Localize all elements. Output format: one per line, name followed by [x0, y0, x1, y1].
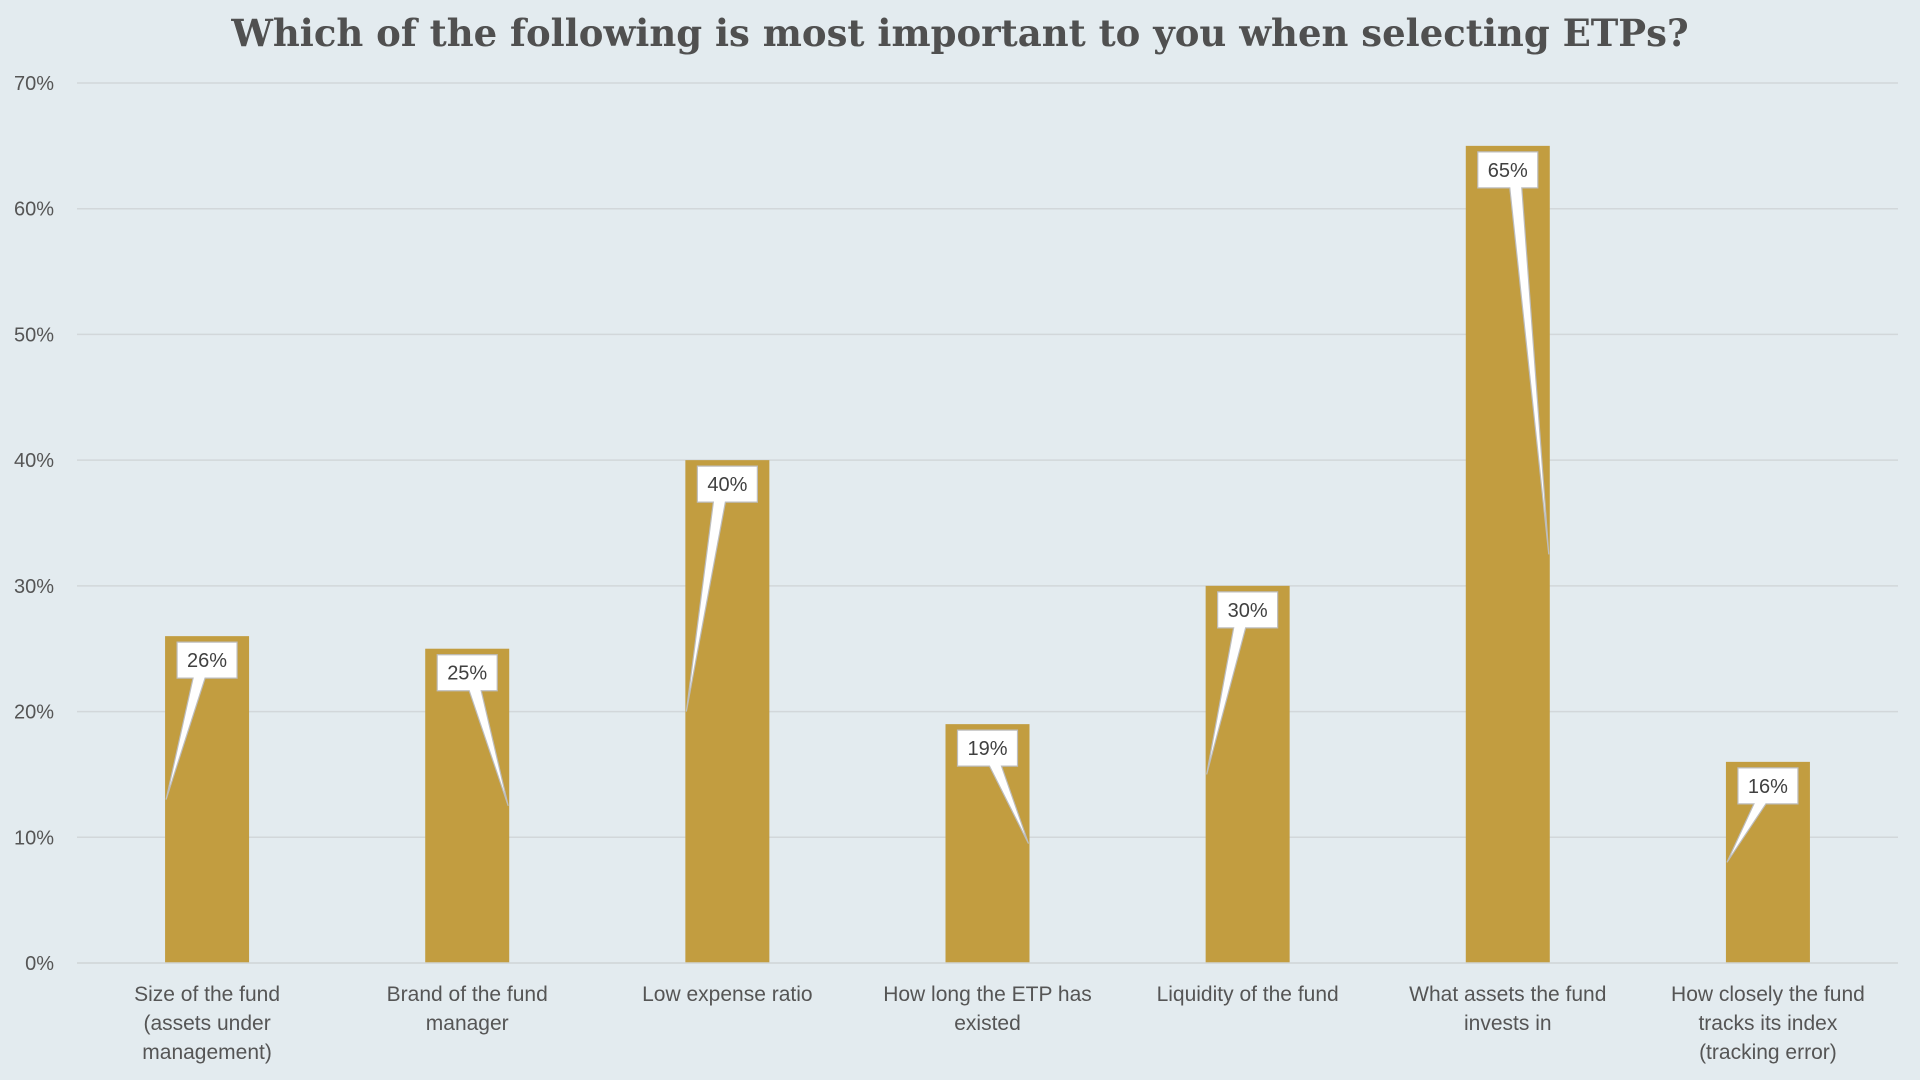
bar	[165, 636, 250, 963]
x-category-label: How long the ETP has existed	[883, 983, 1092, 1035]
y-tick-label: 10%	[14, 827, 54, 849]
x-category-label: What assets the fund invests in	[1409, 983, 1606, 1035]
data-label-callout	[165, 641, 238, 800]
data-label: 19%	[967, 738, 1007, 760]
y-tick-label: 50%	[14, 324, 54, 346]
data-label-callout	[436, 654, 509, 807]
data-label: 65%	[1488, 160, 1528, 182]
x-category-label: Low expense ratio	[642, 983, 812, 1006]
chart-title: Which of the following is most important…	[230, 11, 1688, 55]
data-label-callout	[956, 729, 1030, 844]
bar	[425, 648, 510, 963]
x-category-label: Brand of the fund manager	[387, 983, 548, 1035]
data-label-callout	[685, 465, 758, 712]
data-label: 30%	[1228, 600, 1268, 622]
data-label: 40%	[707, 474, 747, 496]
data-label-callout	[1206, 591, 1279, 775]
y-tick-label: 70%	[14, 73, 54, 95]
y-tick-label: 0%	[25, 953, 54, 975]
bar	[685, 460, 770, 963]
x-category-label: Size of the fund (assets under management)	[134, 983, 280, 1064]
gridlines	[77, 82, 1898, 839]
data-label-callout	[1477, 151, 1550, 555]
bars	[165, 145, 1810, 963]
data-labels: 26% 25% 40% 19% 30% 65% 16%	[165, 151, 1799, 863]
y-tick-label: 40%	[14, 450, 54, 472]
y-tick-label: 30%	[14, 576, 54, 598]
data-label: 16%	[1748, 776, 1788, 798]
x-category-label: Liquidity of the fund	[1157, 983, 1339, 1006]
y-tick-label: 60%	[14, 199, 54, 221]
data-label: 26%	[187, 650, 227, 672]
x-category-label: How closely the fund tracks its index (tra…	[1671, 983, 1865, 1064]
x-axis-category-labels: Size of the fund (assets under management)…	[134, 983, 1865, 1064]
bar	[1205, 585, 1290, 963]
y-axis-ticks: 0% 10% 20% 30% 40% 50% 60% 70%	[14, 73, 54, 975]
data-label-callout	[1726, 767, 1799, 863]
data-label: 25%	[447, 663, 487, 685]
y-tick-label: 20%	[14, 702, 54, 724]
bar	[1465, 145, 1550, 963]
